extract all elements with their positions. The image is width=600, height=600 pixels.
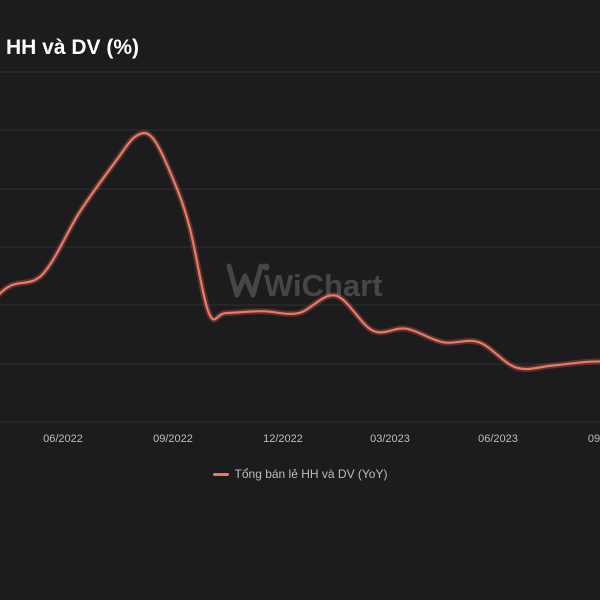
watermark-w-mark (226, 263, 264, 298)
x-tick-label: 09/2022 (153, 433, 193, 445)
legend[interactable]: Tổng bán lẻ HH và DV (YoY) (0, 467, 600, 481)
chart-title: HH và DV (%) (6, 36, 140, 59)
x-tick-label: 06/2022 (43, 433, 83, 445)
watermark-dot (262, 263, 270, 271)
grid-lines (0, 71, 600, 423)
legend-swatch (212, 472, 229, 476)
x-tick-label: 03/2023 (370, 433, 410, 445)
x-axis-ticks: 06/2022 09/2022 12/2022 03/2023 06/2023 09 (43, 433, 600, 445)
x-tick-label: 06/2023 (478, 433, 518, 445)
legend-label: Tổng bán lẻ HH và DV (YoY) (234, 467, 388, 481)
x-tick-label: 09 (588, 433, 600, 445)
series-line[interactable] (0, 131, 600, 371)
x-tick-label: 12/2022 (263, 433, 303, 445)
watermark-logo: WiChart (226, 263, 383, 303)
series-line-glow (0, 130, 600, 373)
series-layer (0, 130, 600, 373)
